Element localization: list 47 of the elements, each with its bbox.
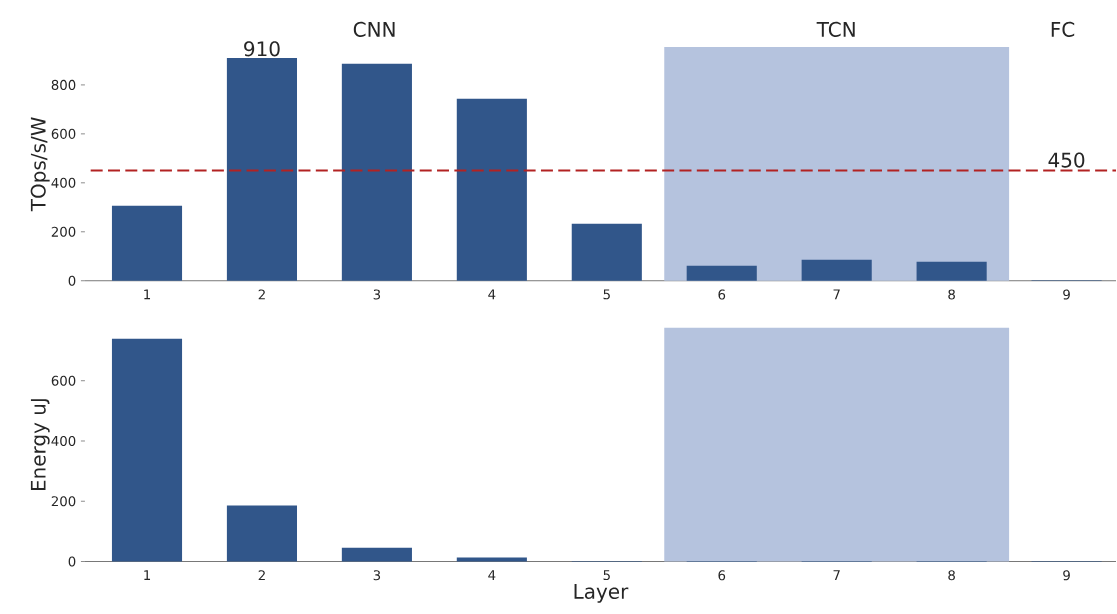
x-tick-label: 2: [258, 289, 265, 300]
y-axis-title: Energy uJ: [30, 398, 50, 490]
bar: [341, 547, 412, 562]
x-tick-label: 1: [144, 569, 151, 580]
y-tick-label: 200: [51, 495, 76, 507]
y-tick-label: 600: [51, 375, 76, 386]
bar: [686, 265, 757, 281]
bar: [226, 505, 298, 562]
bar: [456, 98, 527, 281]
x-tick-label: 6: [718, 569, 726, 581]
y-tick-label: 0: [68, 275, 76, 286]
text: TCN: [816, 21, 855, 37]
y-tick-label: 600: [51, 128, 76, 139]
data-label: 910: [244, 41, 280, 57]
x-tick-label: 3: [373, 569, 381, 581]
bar: [341, 63, 412, 281]
y-tick-label: 400: [51, 177, 76, 188]
x-tick-label: 7: [833, 289, 840, 299]
x-tick-label: 6: [718, 289, 726, 300]
y-tick-label: 800: [51, 79, 76, 90]
x-tick-label: 5: [603, 569, 610, 580]
x-tick-label: 1: [144, 289, 151, 299]
y-tick-label: 200: [51, 226, 76, 237]
x-tick-label: 5: [603, 289, 610, 300]
text: CNN: [353, 21, 395, 37]
bar: [111, 338, 183, 562]
x-tick-label: 8: [948, 569, 955, 581]
y-tick-label: 400: [51, 435, 76, 446]
bar: [226, 57, 298, 281]
bar: [111, 205, 183, 281]
x-tick-label: 4: [488, 569, 496, 580]
bar: [571, 223, 642, 281]
x-tick-label: 8: [948, 289, 955, 300]
x-axis-title: Layer: [574, 583, 629, 603]
x-tick-label: 7: [833, 569, 840, 580]
bar: [801, 259, 872, 281]
bar: [916, 261, 987, 281]
ref-line-label: 450: [1048, 152, 1085, 168]
y-tick-label: 0: [68, 556, 76, 567]
x-tick-label: 3: [373, 289, 381, 300]
x-tick-label: 9: [1063, 289, 1070, 300]
x-tick-label: 4: [488, 289, 496, 299]
x-tick-label: 9: [1063, 569, 1070, 581]
x-tick-label: 2: [258, 569, 265, 580]
text: FC: [1051, 21, 1075, 37]
y-axis-title: TOps/s/W: [30, 116, 50, 212]
bar: [456, 557, 527, 562]
